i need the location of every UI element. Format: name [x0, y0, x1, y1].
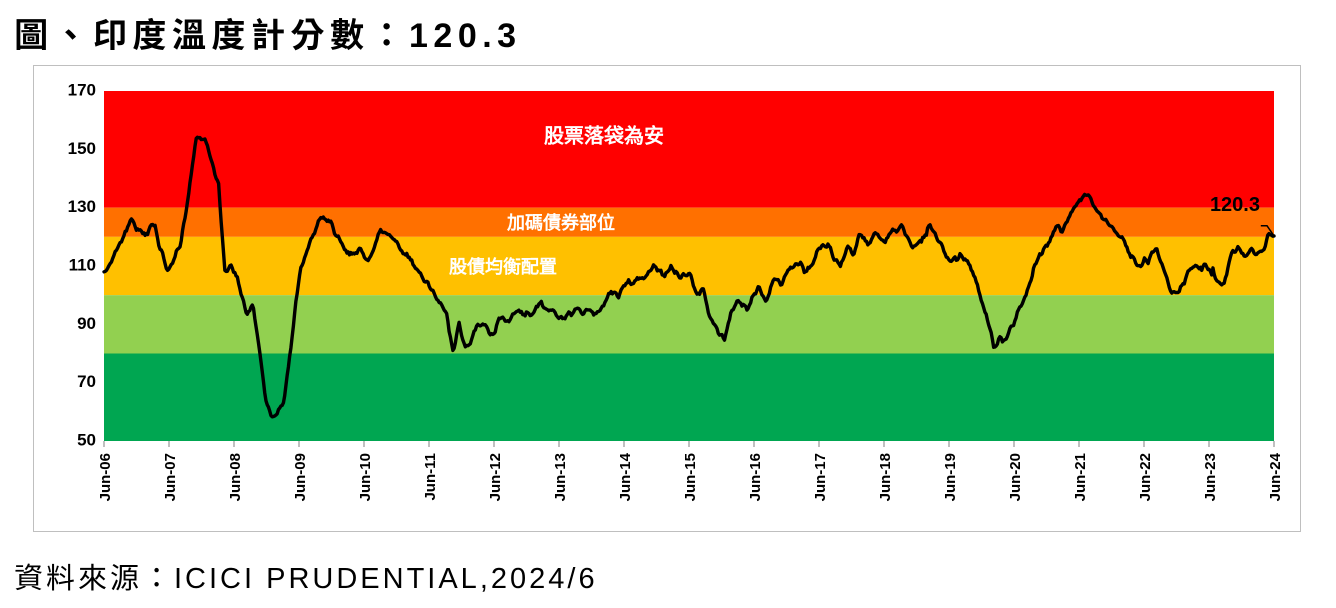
- svg-text:150: 150: [68, 139, 96, 158]
- svg-text:Jun-16: Jun-16: [747, 453, 764, 501]
- svg-text:Jun-22: Jun-22: [1137, 453, 1154, 501]
- svg-text:Jun-23: Jun-23: [1202, 453, 1219, 501]
- svg-text:70: 70: [77, 372, 96, 391]
- svg-text:Jun-09: Jun-09: [292, 453, 309, 501]
- svg-text:170: 170: [68, 80, 96, 99]
- svg-text:Jun-19: Jun-19: [942, 453, 959, 501]
- svg-text:Jun-07: Jun-07: [162, 453, 179, 501]
- svg-text:110: 110: [69, 255, 96, 274]
- svg-text:Jun-13: Jun-13: [552, 453, 569, 501]
- svg-text:90: 90: [77, 314, 96, 333]
- svg-text:Jun-15: Jun-15: [682, 453, 699, 501]
- svg-text:Jun-10: Jun-10: [357, 453, 374, 501]
- svg-text:120.3: 120.3: [1210, 194, 1260, 216]
- svg-text:Jun-08: Jun-08: [227, 453, 244, 501]
- svg-text:50: 50: [77, 430, 96, 449]
- svg-text:股票落袋為安: 股票落袋為安: [544, 123, 664, 147]
- svg-text:Jun-18: Jun-18: [877, 453, 894, 501]
- svg-text:Jun-24: Jun-24: [1267, 452, 1284, 501]
- svg-text:Jun-06: Jun-06: [97, 453, 114, 501]
- svg-text:Jun-12: Jun-12: [487, 453, 504, 501]
- svg-text:Jun-14: Jun-14: [617, 452, 634, 501]
- svg-text:股債均衡配置: 股債均衡配置: [448, 256, 557, 277]
- svg-text:Jun-17: Jun-17: [812, 453, 829, 501]
- svg-text:130: 130: [68, 197, 96, 216]
- svg-text:Jun-21: Jun-21: [1072, 453, 1089, 501]
- svg-text:Jun-20: Jun-20: [1007, 453, 1024, 501]
- svg-text:加碼債券部位: 加碼債券部位: [506, 212, 615, 233]
- svg-text:Jun-11: Jun-11: [422, 453, 439, 501]
